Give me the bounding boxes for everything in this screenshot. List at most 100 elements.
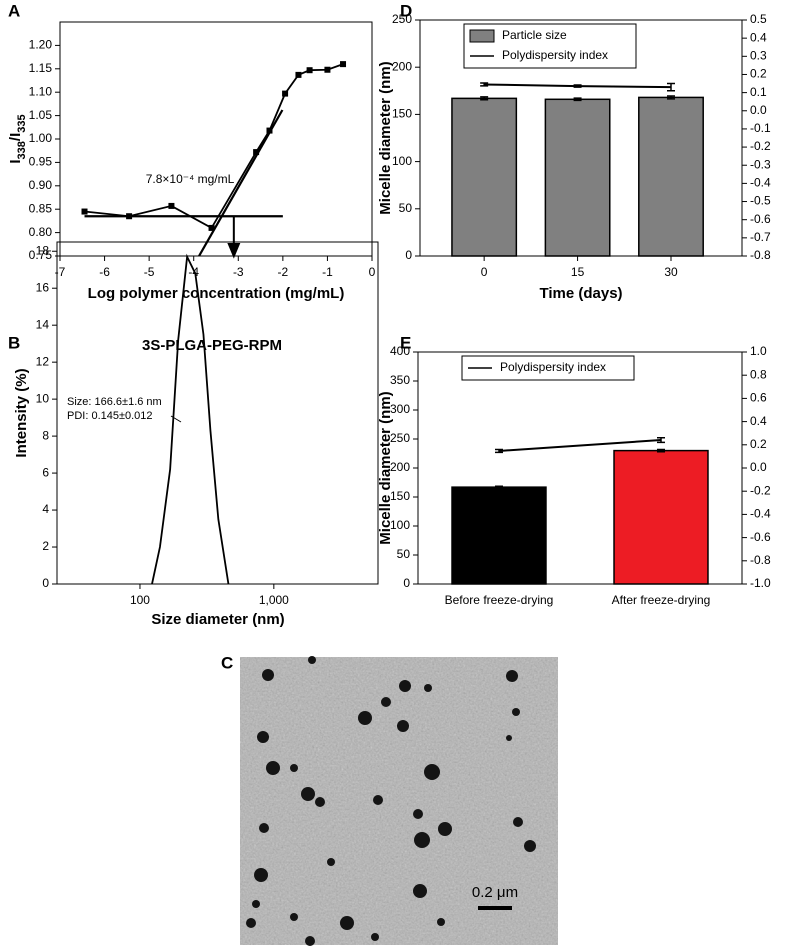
y2-tick-label: 0.0 (750, 103, 767, 117)
y2-tick-label: -0.2 (750, 483, 771, 497)
y2-tick-label: 1.0 (750, 344, 767, 358)
y-axis-label-part: /I (7, 133, 24, 141)
x-tick-label: -5 (144, 265, 155, 279)
y-tick-label: 0 (42, 576, 49, 590)
x-tick-label: -7 (55, 265, 66, 279)
annotation: 7.8×10⁻⁴ mg/mL (146, 172, 235, 186)
y2-tick-label: -0.8 (750, 248, 771, 262)
y2-tick-label: -0.1 (750, 121, 771, 135)
x-tick-label: -6 (99, 265, 110, 279)
series-line (498, 439, 662, 452)
x-tick-label: 0 (369, 265, 376, 279)
legend-label: Polydispersity index (500, 360, 606, 374)
y-tick-label: 1.20 (29, 38, 53, 52)
tem-image: 0.2 μm (240, 656, 558, 946)
y-tick-label: 0.85 (29, 201, 53, 215)
bar (638, 96, 704, 257)
y2-tick-label: 0.0 (750, 460, 767, 474)
y2-tick-label: 0.3 (750, 48, 767, 62)
y-tick-label: 16 (36, 280, 50, 294)
error-bar (480, 82, 489, 87)
y-tick-label: 0 (405, 248, 412, 262)
error-bar (666, 82, 675, 92)
x-axis-label: Time (days) (539, 285, 622, 302)
annotation-leader (170, 415, 182, 423)
y2-tick-label: -0.2 (750, 139, 771, 153)
panel-letter: B (8, 333, 20, 352)
arrow (227, 216, 241, 259)
data-point (306, 67, 313, 74)
error-bar (495, 448, 503, 454)
panel-letter: C (221, 653, 233, 672)
error-bar (657, 436, 665, 444)
data-line (84, 63, 344, 230)
x-axis-label: Log polymer concentration (mg/mL) (88, 285, 345, 302)
y2-tick-label: 0.2 (750, 67, 767, 81)
y2-tick-label: -0.5 (750, 194, 771, 208)
annotation: PDI: 0.145±0.012 (67, 410, 153, 422)
y-axis-label-subscript: 338 (16, 141, 28, 159)
y-tick-label: 300 (390, 402, 410, 416)
y-tick-label: 0.95 (29, 155, 53, 169)
y-tick-label: 12 (36, 354, 50, 368)
tem-grain (240, 657, 558, 945)
y2-tick-label: -0.4 (750, 507, 771, 521)
data-point (340, 61, 347, 68)
y-tick-label: 2 (42, 539, 49, 553)
y-tick-label: 1.15 (29, 61, 53, 75)
data-point (253, 149, 260, 156)
panel-letter: E (400, 333, 411, 352)
data-point (168, 202, 175, 209)
panel-letter: D (400, 1, 412, 20)
y-tick-label: 4 (42, 502, 49, 516)
y2-tick-label: 0.8 (750, 367, 767, 381)
y-tick-label: 0.80 (29, 225, 53, 239)
y-tick-label: 6 (42, 465, 49, 479)
y-tick-label: 200 (392, 59, 412, 73)
y-tick-label: 0.90 (29, 178, 53, 192)
x-tick-label: -2 (278, 265, 289, 279)
y2-tick-label: -0.6 (750, 530, 771, 544)
x-tick-label: After freeze-drying (612, 593, 711, 607)
data-point (324, 66, 331, 73)
error-bar (657, 448, 665, 453)
x-axis-label: Size diameter (nm) (151, 611, 284, 628)
x-tick-label: 1,000 (259, 593, 289, 607)
plot-frame (56, 241, 379, 585)
chart-title: 3S-PLGA-PEG-RPM (142, 337, 282, 354)
bar (451, 486, 547, 585)
error-bar (573, 84, 582, 88)
y2-tick-label: -0.4 (750, 176, 771, 190)
y2-tick-label: 0.5 (750, 12, 767, 26)
y-tick-label: 0 (403, 576, 410, 590)
bar (544, 98, 611, 257)
bar (613, 449, 709, 585)
data-point (81, 208, 88, 215)
error-bar (573, 97, 582, 102)
y2-tick-label: -1.0 (750, 576, 771, 590)
error-bar (495, 485, 503, 489)
y-tick-label: 50 (397, 547, 411, 561)
x-tick-label: Before freeze-drying (445, 593, 554, 607)
legend-swatch (469, 29, 495, 43)
annotation: Size: 166.6±1.6 nm (67, 396, 162, 408)
y-tick-label: 200 (390, 460, 410, 474)
y-tick-label: 350 (390, 373, 410, 387)
x-tick-label: 15 (571, 265, 585, 279)
y-axis-label: Micelle diameter (nm) (377, 61, 394, 214)
y-tick-label: 150 (392, 107, 412, 121)
data-point (282, 90, 289, 97)
y-axis-label: Micelle diameter (nm) (377, 391, 394, 544)
y-tick-label: 18 (36, 243, 50, 257)
y2-tick-label: 0.1 (750, 85, 767, 99)
data-point (208, 224, 215, 231)
x-tick-label: 0 (481, 265, 488, 279)
x-tick-label: 30 (664, 265, 678, 279)
y-axis-label: Intensity (%) (13, 368, 30, 457)
y-tick-label: 250 (390, 431, 410, 445)
legend-label: Polydispersity index (502, 48, 608, 62)
y-tick-label: 100 (392, 154, 412, 168)
y-tick-label: 400 (390, 344, 410, 358)
y2-tick-label: 0.4 (750, 414, 767, 428)
